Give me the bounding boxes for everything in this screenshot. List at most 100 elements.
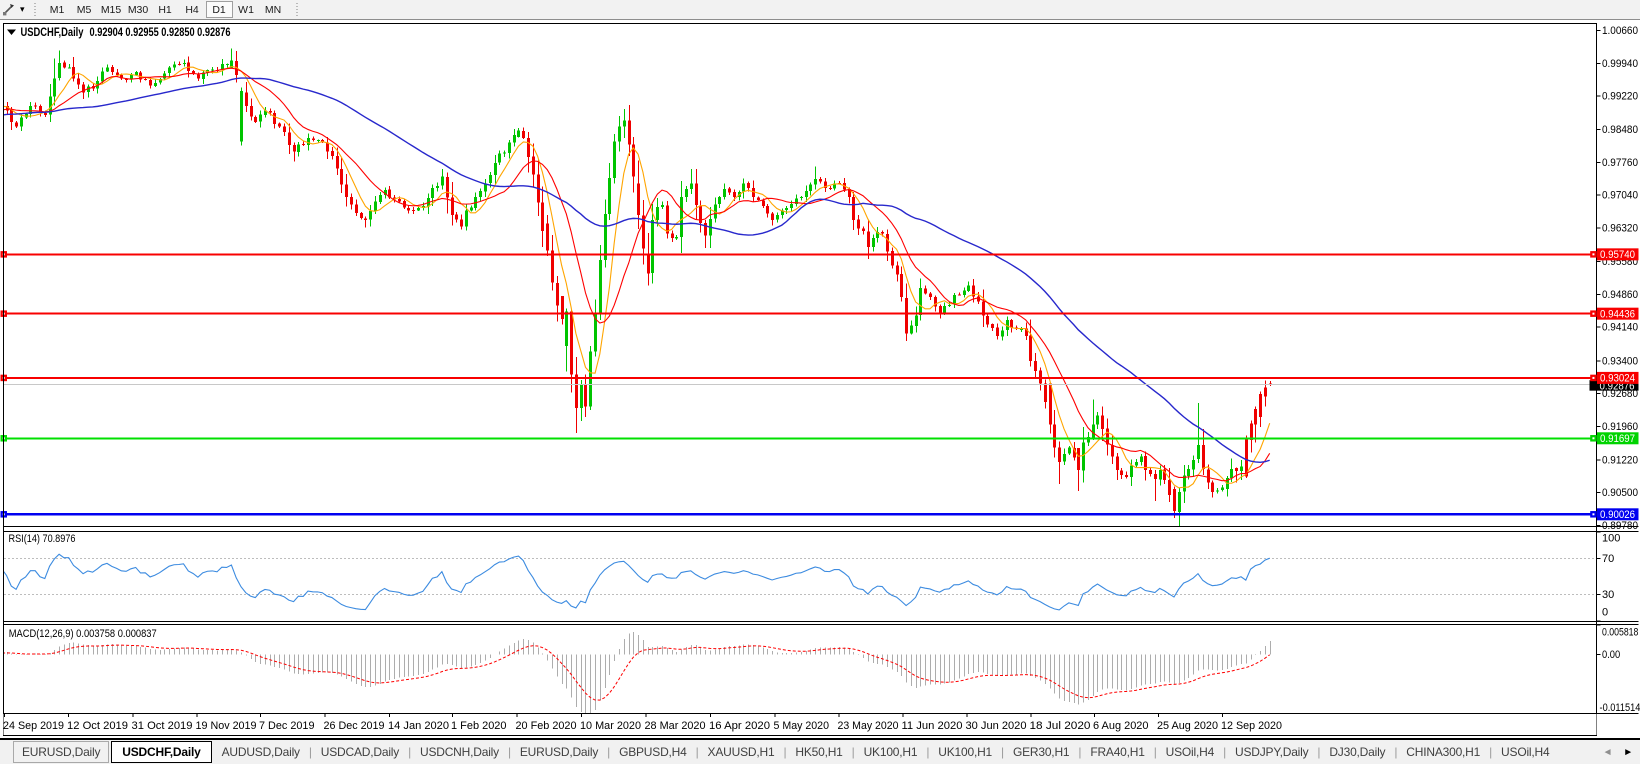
chart-tab-ger30-h1[interactable]: GER30,H1 xyxy=(1012,745,1070,759)
candle-body xyxy=(727,188,732,193)
date-axis-label: 5 May 2020 xyxy=(774,720,830,732)
candle-body xyxy=(100,71,105,82)
candle-body xyxy=(454,214,459,220)
date-axis-label: 23 May 2020 xyxy=(838,720,899,732)
price-axis-label: 0.97760 xyxy=(1602,157,1638,169)
rsi-pane[interactable] xyxy=(4,532,1596,621)
line-tool-arrowhead xyxy=(10,4,14,8)
timeframe-button-mn[interactable]: MN xyxy=(264,4,282,16)
candle-body xyxy=(928,293,933,298)
chart-plot-area[interactable] xyxy=(4,24,1596,526)
chart-tab-uk100-h1[interactable]: UK100,H1 xyxy=(863,745,918,759)
candle-body xyxy=(799,197,804,199)
tab-separator: | xyxy=(607,745,611,759)
candle-body xyxy=(354,204,359,213)
candle-body xyxy=(569,311,574,375)
candle-body xyxy=(631,144,636,177)
chart-tab-usdcad-daily[interactable]: USDCAD,Daily xyxy=(320,745,400,759)
chart-tab-usdchf-daily[interactable]: USDCHF,Daily xyxy=(111,741,212,763)
candle-body xyxy=(703,223,708,236)
candle-body xyxy=(665,205,670,234)
chart-tab-usoil-h4[interactable]: USOil,H4 xyxy=(1165,745,1215,759)
candle-body xyxy=(239,91,244,142)
timeframe-button-h4[interactable]: H4 xyxy=(185,4,199,16)
candle-body xyxy=(1057,447,1062,462)
chart-tab-fra40-h1[interactable]: FRA40,H1 xyxy=(1090,745,1145,759)
price-axis-label: 0.98480 xyxy=(1602,124,1638,136)
chart-tab-uk100-h1[interactable]: UK100,H1 xyxy=(938,745,993,759)
price-axis-label: 0.94860 xyxy=(1602,289,1638,301)
candle-body xyxy=(866,231,871,248)
tab-scroll-left-icon[interactable]: ◄ xyxy=(1602,746,1613,758)
timeframe-button-m5[interactable]: M5 xyxy=(76,4,92,16)
chart-tab-usoil-h4[interactable]: USOil,H4 xyxy=(1501,745,1550,759)
candle-body xyxy=(756,197,761,200)
candle-body xyxy=(464,210,469,227)
tab-separator: | xyxy=(695,745,699,759)
chart-tab-eurusd-daily[interactable]: EURUSD,Daily xyxy=(519,745,599,759)
timeframe-button-h1[interactable]: H1 xyxy=(158,4,172,16)
candle-body xyxy=(804,190,809,198)
date-axis-label: 28 Mar 2020 xyxy=(645,720,706,732)
candle-body xyxy=(962,290,967,296)
rsi-line xyxy=(4,553,1270,611)
chart-collapse-icon[interactable] xyxy=(7,29,16,36)
candle-body xyxy=(1115,456,1120,470)
candle-body xyxy=(387,189,392,198)
candle-body xyxy=(995,327,1000,336)
macd-axis-label: -0.011514 xyxy=(1600,702,1640,714)
chart-tab-usdcnh-daily[interactable]: USDCNH,Daily xyxy=(419,745,499,759)
candle-body xyxy=(339,168,344,185)
candle-body xyxy=(617,126,622,142)
candle-body xyxy=(971,285,976,297)
candle-body xyxy=(416,208,421,211)
chart-tab-xauusd-h1[interactable]: XAUUSD,H1 xyxy=(707,745,775,759)
candle-body xyxy=(153,82,158,86)
chart-tab-eurusd-daily[interactable]: EURUSD,Daily xyxy=(13,741,110,763)
macd-axis-label: 0.005818 xyxy=(1602,627,1638,639)
candle-body xyxy=(138,72,143,80)
candle-body xyxy=(856,219,861,229)
candle-body xyxy=(1196,444,1201,460)
candle-body xyxy=(1167,479,1172,496)
timeframe-button-m1[interactable]: M1 xyxy=(49,4,65,16)
candle-body xyxy=(938,306,943,314)
timeframe-button-d1[interactable]: D1 xyxy=(205,1,233,18)
chart-tab-china300-h1[interactable]: CHINA300,H1 xyxy=(1406,745,1481,759)
candle-body xyxy=(698,205,703,223)
candle-body xyxy=(143,79,148,81)
chart-tab-dj30-daily[interactable]: DJ30,Daily xyxy=(1329,745,1386,759)
candle-body xyxy=(694,183,699,206)
chart-tab-hk50-h1[interactable]: HK50,H1 xyxy=(795,745,843,759)
candle-body xyxy=(344,184,349,198)
candle-body xyxy=(555,282,560,306)
tab-scroll-right-icon[interactable]: ► xyxy=(1623,746,1633,758)
candle-body xyxy=(516,130,521,137)
candle-body xyxy=(1244,438,1249,477)
candle-body xyxy=(1019,328,1024,330)
candle-body xyxy=(493,162,498,176)
date-axis-label: 26 Dec 2019 xyxy=(324,720,385,732)
candle-body xyxy=(789,203,794,209)
line-tool-icon[interactable] xyxy=(2,3,15,16)
candle-body xyxy=(502,152,507,154)
candle-body xyxy=(722,188,727,197)
date-axis-area[interactable] xyxy=(3,714,1597,735)
macd-pane[interactable] xyxy=(4,625,1596,714)
toolbar-dropdown-arrow-icon[interactable]: ▾ xyxy=(20,4,25,14)
chart-tab-audusd-daily[interactable]: AUDUSD,Daily xyxy=(221,745,300,759)
timeframe-button-m30[interactable]: M30 xyxy=(127,4,149,16)
ma-line-13 xyxy=(4,67,1271,482)
candle-body xyxy=(622,120,627,127)
candle-body xyxy=(1143,455,1148,470)
candle-body xyxy=(1177,491,1182,512)
tab-separator: | xyxy=(851,745,855,759)
candle-body xyxy=(933,297,938,307)
candle-body xyxy=(942,306,947,314)
candle-body xyxy=(48,96,53,115)
chart-tab-gbpusd-h4[interactable]: GBPUSD,H4 xyxy=(619,745,687,759)
date-axis-label: 18 Jul 2020 xyxy=(1030,720,1091,732)
timeframe-button-m15[interactable]: M15 xyxy=(100,4,122,16)
chart-tab-usdjpy-daily[interactable]: USDJPY,Daily xyxy=(1235,745,1309,759)
timeframe-button-w1[interactable]: W1 xyxy=(238,4,254,16)
